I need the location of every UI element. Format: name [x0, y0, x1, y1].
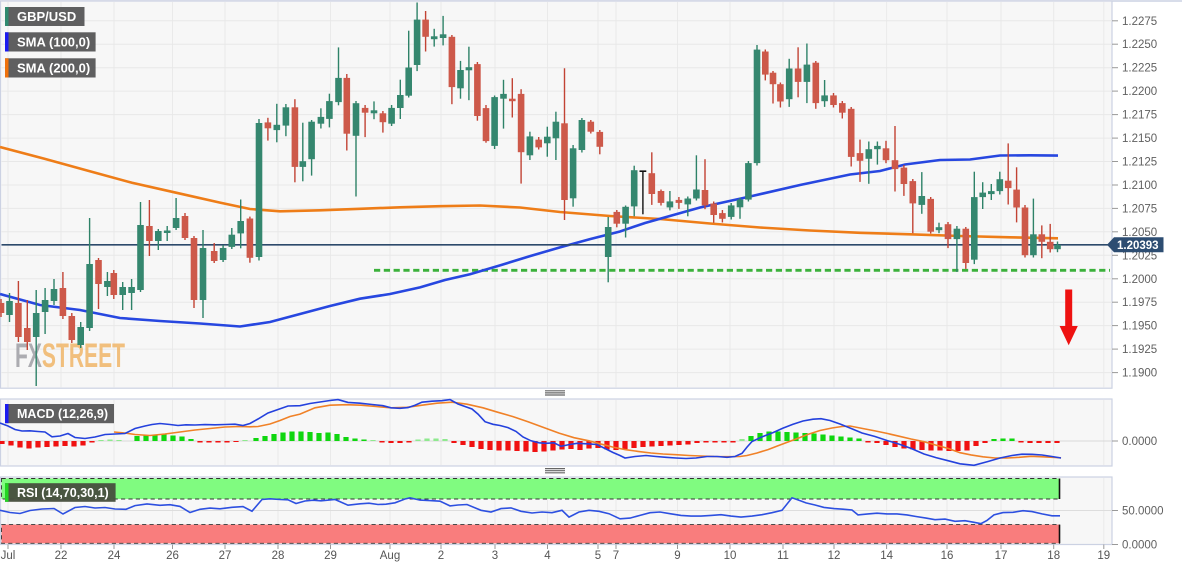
svg-text:Aug: Aug [380, 550, 400, 562]
svg-text:28: 28 [272, 550, 285, 562]
svg-text:10: 10 [724, 550, 737, 562]
svg-text:26: 26 [166, 550, 179, 562]
svg-text:1.2125: 1.2125 [1122, 157, 1157, 169]
svg-text:Jul: Jul [1, 550, 16, 562]
svg-text:11: 11 [777, 550, 789, 562]
svg-text:16: 16 [941, 550, 954, 562]
svg-text:3: 3 [492, 550, 498, 562]
svg-text:1.2000: 1.2000 [1122, 274, 1157, 286]
svg-text:1.1950: 1.1950 [1122, 321, 1157, 333]
svg-text:FXSTREET: FXSTREET [15, 337, 125, 375]
svg-text:1.2025: 1.2025 [1122, 250, 1157, 262]
svg-text:1.2075: 1.2075 [1122, 203, 1157, 215]
svg-text:4: 4 [544, 550, 551, 562]
svg-text:17: 17 [995, 550, 1008, 562]
svg-text:1.2100: 1.2100 [1122, 180, 1157, 192]
svg-text:GBP/USD: GBP/USD [17, 9, 76, 24]
svg-text:5: 5 [595, 550, 601, 562]
svg-text:0.0000: 0.0000 [1122, 436, 1157, 448]
svg-text:1.2225: 1.2225 [1122, 63, 1157, 75]
svg-text:27: 27 [219, 550, 232, 562]
svg-text:1.2050: 1.2050 [1122, 227, 1157, 239]
svg-text:24: 24 [108, 550, 121, 562]
svg-text:1.20393: 1.20393 [1117, 240, 1159, 252]
svg-text:SMA (200,0): SMA (200,0) [17, 60, 90, 75]
svg-text:1.1900: 1.1900 [1122, 368, 1157, 380]
svg-text:18: 18 [1047, 550, 1060, 562]
svg-text:RSI (14,70,30,1): RSI (14,70,30,1) [17, 486, 109, 500]
svg-text:2: 2 [438, 550, 444, 562]
svg-text:12: 12 [828, 550, 841, 562]
svg-text:1.1975: 1.1975 [1122, 297, 1157, 309]
svg-text:7: 7 [613, 550, 619, 562]
svg-text:MACD (12,26,9): MACD (12,26,9) [17, 407, 108, 421]
svg-text:1.2250: 1.2250 [1122, 39, 1157, 51]
svg-text:1.2200: 1.2200 [1122, 86, 1157, 98]
svg-text:1.2175: 1.2175 [1122, 110, 1157, 122]
svg-text:1.1925: 1.1925 [1122, 344, 1157, 356]
svg-text:9: 9 [674, 550, 680, 562]
svg-text:0.0000: 0.0000 [1122, 540, 1157, 552]
svg-text:SMA (100,0): SMA (100,0) [17, 34, 90, 49]
svg-text:22: 22 [55, 550, 68, 562]
svg-text:1.2150: 1.2150 [1122, 133, 1157, 145]
svg-text:14: 14 [880, 550, 893, 562]
svg-text:1.2275: 1.2275 [1122, 16, 1157, 28]
svg-text:29: 29 [324, 550, 337, 562]
svg-text:19: 19 [1097, 550, 1110, 562]
svg-text:50.0000: 50.0000 [1122, 506, 1164, 518]
